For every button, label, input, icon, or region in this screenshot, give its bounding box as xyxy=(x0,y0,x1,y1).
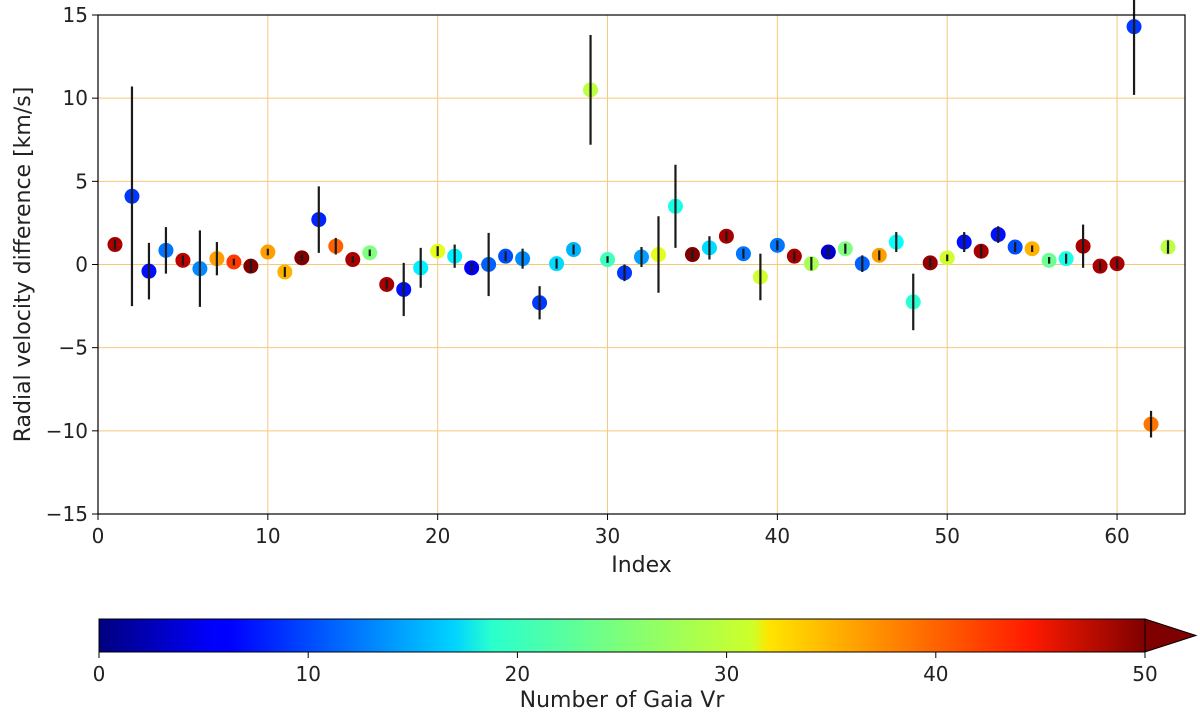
colorbar-tick-label-3: 30 xyxy=(714,662,739,686)
colorbar-title: Number of Gaia Vr xyxy=(520,688,726,713)
x-tick-label-5: 50 xyxy=(934,524,959,548)
x-tick-label-6: 60 xyxy=(1104,524,1129,548)
y-tick-label-6: 15 xyxy=(63,3,88,27)
colorbar-tick-label-5: 50 xyxy=(1132,662,1157,686)
x-tick-label-1: 10 xyxy=(255,524,280,548)
colorbar: 0 10 20 30 40 50 Number of Gaia Vr xyxy=(93,618,1198,713)
y-tick-label-3: 0 xyxy=(75,253,88,277)
y-tick-label-5: 10 xyxy=(63,86,88,110)
x-axis-title: Index xyxy=(611,553,672,578)
colorbar-tick-label-4: 40 xyxy=(923,662,948,686)
colorbar-ticks: 0 10 20 30 40 50 xyxy=(93,652,1158,686)
colorbar-tick-label-1: 10 xyxy=(295,662,320,686)
colorbar-tick-label-2: 20 xyxy=(505,662,530,686)
x-tick-label-4: 40 xyxy=(765,524,790,548)
x-tick-label-2: 20 xyxy=(425,524,450,548)
y-tick-label-2: −5 xyxy=(59,336,88,360)
axes: 0 10 20 30 40 50 60 −15 −10 −5 0 5 10 15 xyxy=(46,3,1130,548)
data-points xyxy=(107,19,1176,432)
error-bars xyxy=(113,0,1170,438)
colorbar-tick-label-0: 0 xyxy=(93,662,106,686)
y-tick-label-4: 5 xyxy=(75,169,88,193)
x-tick-label-3: 30 xyxy=(595,524,620,548)
y-tick-label-0: −15 xyxy=(46,502,88,526)
x-tick-label-0: 0 xyxy=(92,524,105,548)
colorbar-gradient xyxy=(98,618,1146,653)
colorbar-extend-arrow xyxy=(1144,618,1198,653)
y-tick-label-1: −10 xyxy=(46,419,88,443)
y-axis-title: Radial velocity difference [km/s] xyxy=(11,87,36,443)
